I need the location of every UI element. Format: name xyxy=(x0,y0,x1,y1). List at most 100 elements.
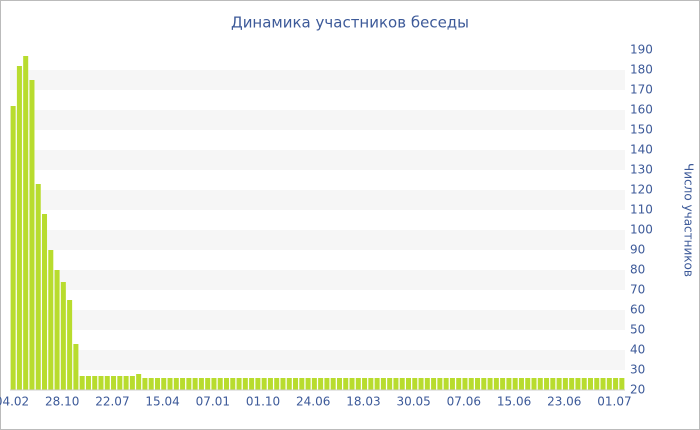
bar xyxy=(462,378,468,390)
bar xyxy=(261,378,267,390)
y-axis-title: Число участников xyxy=(682,163,696,277)
bar xyxy=(562,378,568,390)
bar xyxy=(374,378,380,390)
bar xyxy=(54,270,60,390)
bar xyxy=(456,378,462,390)
x-tick-label: 28.10 xyxy=(45,395,79,409)
bar xyxy=(594,378,600,390)
bar xyxy=(305,378,311,390)
bar xyxy=(35,184,41,390)
x-tick-label: 24.06 xyxy=(296,395,330,409)
bar xyxy=(217,378,223,390)
grid-band xyxy=(10,230,625,250)
bar xyxy=(380,378,386,390)
bar xyxy=(48,250,54,390)
x-tick-label: 04.02 xyxy=(0,395,29,409)
bar xyxy=(481,378,487,390)
x-tick-label: 15.04 xyxy=(145,395,179,409)
x-tick-label: 23.06 xyxy=(547,395,581,409)
grid-band xyxy=(10,150,625,170)
bar xyxy=(104,376,110,390)
y-tick-label: 100 xyxy=(630,223,653,237)
bar xyxy=(362,378,368,390)
bar xyxy=(129,376,135,390)
bar xyxy=(418,378,424,390)
bar xyxy=(123,376,129,390)
bar xyxy=(355,378,361,390)
y-tick-label: 90 xyxy=(630,243,645,257)
x-tick-label: 01.07 xyxy=(597,395,631,409)
x-tick-label: 15.06 xyxy=(497,395,531,409)
bar xyxy=(293,378,299,390)
bar xyxy=(154,378,160,390)
bar xyxy=(186,378,192,390)
bar xyxy=(23,56,29,390)
y-tick-label: 70 xyxy=(630,283,645,297)
bar xyxy=(98,376,104,390)
bar xyxy=(587,378,593,390)
bar xyxy=(249,378,255,390)
bar xyxy=(424,378,430,390)
bar xyxy=(581,378,587,390)
bar xyxy=(205,378,211,390)
bar xyxy=(544,378,550,390)
bar xyxy=(67,300,73,390)
x-tick-label: 07.06 xyxy=(447,395,481,409)
bar xyxy=(73,344,79,390)
bar xyxy=(475,378,481,390)
grid-band xyxy=(10,70,625,90)
bar xyxy=(518,378,524,390)
y-tick-label: 60 xyxy=(630,303,645,317)
x-tick-label: 07.01 xyxy=(196,395,230,409)
bar xyxy=(405,378,412,390)
y-tick-label: 50 xyxy=(630,323,645,337)
bar xyxy=(167,378,173,390)
grid-band xyxy=(10,110,625,130)
bar xyxy=(10,106,16,390)
y-tick-label: 30 xyxy=(630,363,645,377)
bar xyxy=(619,378,625,390)
y-tick-label: 20 xyxy=(630,383,645,397)
bar xyxy=(117,376,123,390)
bar xyxy=(550,378,556,390)
bar xyxy=(242,378,248,390)
bar xyxy=(343,378,349,390)
x-tick-label: 22.07 xyxy=(95,395,129,409)
bar xyxy=(575,378,581,390)
x-tick-label: 30.05 xyxy=(396,395,430,409)
bar xyxy=(236,378,242,390)
bar xyxy=(161,378,167,390)
bar xyxy=(556,378,562,390)
y-tick-label: 130 xyxy=(630,163,653,177)
grid-band xyxy=(10,310,625,330)
bar xyxy=(274,378,280,390)
y-tick-label: 80 xyxy=(630,263,645,277)
bar xyxy=(336,378,342,390)
bar xyxy=(286,378,292,390)
grid-band xyxy=(10,350,625,370)
bar xyxy=(500,378,506,390)
bar xyxy=(198,378,204,390)
bar xyxy=(569,378,575,390)
bar xyxy=(173,378,179,390)
bar xyxy=(431,378,437,390)
bar xyxy=(606,378,612,390)
bar xyxy=(255,378,261,390)
bar xyxy=(600,378,606,390)
bar xyxy=(16,66,22,390)
bar xyxy=(531,378,537,390)
bar xyxy=(487,378,493,390)
y-tick-label: 170 xyxy=(630,83,653,97)
bar xyxy=(493,378,499,390)
bar xyxy=(506,378,512,390)
x-tick-label: 18.03 xyxy=(346,395,380,409)
bar xyxy=(512,378,518,390)
bar xyxy=(443,378,449,390)
bar xyxy=(449,378,455,390)
bar xyxy=(180,378,186,390)
bar xyxy=(60,282,66,390)
y-tick-label: 120 xyxy=(630,183,653,197)
bar xyxy=(223,378,230,390)
bar xyxy=(192,378,198,390)
